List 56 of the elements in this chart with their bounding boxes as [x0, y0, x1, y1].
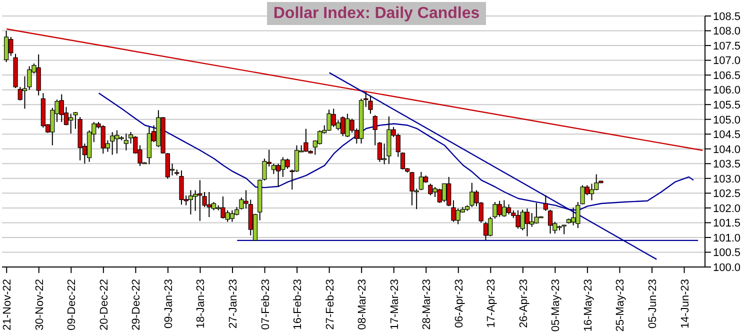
x-tick-label: 21-Nov-22 — [2, 279, 14, 330]
x-tick-label: 18-Jan-23 — [195, 279, 208, 329]
x-tick-label: 14-Jun-23 — [679, 279, 692, 329]
y-tick-label: 103.0 — [713, 173, 741, 186]
x-tick-label: 28-Mar-23 — [421, 279, 434, 330]
candlestick — [483, 221, 488, 241]
y-tick-label: 102.5 — [713, 188, 741, 200]
x-tick-label: 16-Feb-23 — [292, 279, 304, 330]
chart-title: Dollar Index: Daily Candles — [267, 2, 486, 25]
y-tick-label: 106.5 — [713, 70, 741, 82]
y-tick-label: 106.0 — [713, 84, 741, 97]
candlestick — [4, 30, 9, 63]
candlestick — [524, 208, 530, 237]
y-tick-label: 101.0 — [713, 232, 741, 244]
candlestick — [317, 130, 322, 145]
candlestick — [543, 194, 548, 212]
y-tick-label: 104.5 — [713, 129, 741, 142]
x-tick-label: 20-Dec-22 — [98, 279, 110, 330]
x-tick-label: 27-Jan-23 — [227, 279, 240, 329]
x-tick-label: 30-Nov-22 — [34, 279, 46, 330]
y-tick-label: 100.5 — [713, 247, 741, 260]
x-tick-label: 07-Feb-23 — [260, 279, 272, 330]
x-tick-label: 16-May-23 — [582, 279, 594, 332]
y-tick-label: 101.5 — [713, 218, 741, 230]
y-tick-label: 102.0 — [713, 202, 741, 215]
candlestick — [548, 209, 553, 234]
y-tick-label: 107.0 — [713, 55, 741, 68]
candlestick — [372, 114, 378, 146]
candlestick — [506, 204, 512, 215]
x-tick-label: 17-Mar-23 — [388, 279, 401, 330]
y-tick-label: 105.5 — [713, 99, 741, 112]
x-tick-label: 29-Dec-22 — [130, 279, 143, 330]
candlestick — [368, 94, 373, 114]
y-tick-label: 108.5 — [713, 10, 741, 23]
candlestick — [589, 183, 594, 201]
y-tick-label: 100.0 — [713, 262, 741, 274]
y-tick-label: 104.0 — [713, 144, 741, 156]
y-tick-label: 105.0 — [713, 114, 741, 126]
x-tick-label: 17-Apr-23 — [486, 279, 498, 328]
x-tick-label: 09-Jan-23 — [162, 279, 175, 329]
candlestick — [294, 144, 300, 172]
candlestick — [400, 152, 406, 170]
y-tick-label: 103.5 — [713, 158, 741, 171]
x-tick-label: 06-Apr-23 — [453, 279, 466, 328]
x-tick-label: 25-May-23 — [614, 279, 627, 332]
y-tick-label: 108.0 — [713, 26, 741, 38]
x-tick-label: 27-Feb-23 — [324, 279, 336, 330]
x-tick-label: 05-Jun-23 — [646, 279, 659, 329]
x-tick-label: 09-Dec-22 — [66, 279, 78, 330]
x-tick-label: 08-Mar-23 — [356, 279, 369, 330]
candlestick — [276, 163, 281, 188]
x-tick-label: 26-Apr-23 — [518, 279, 530, 328]
candlestick — [22, 76, 28, 110]
x-tick-label: 05-May-23 — [550, 279, 562, 332]
candlestick — [442, 183, 447, 203]
y-tick-label: 107.5 — [713, 40, 741, 52]
